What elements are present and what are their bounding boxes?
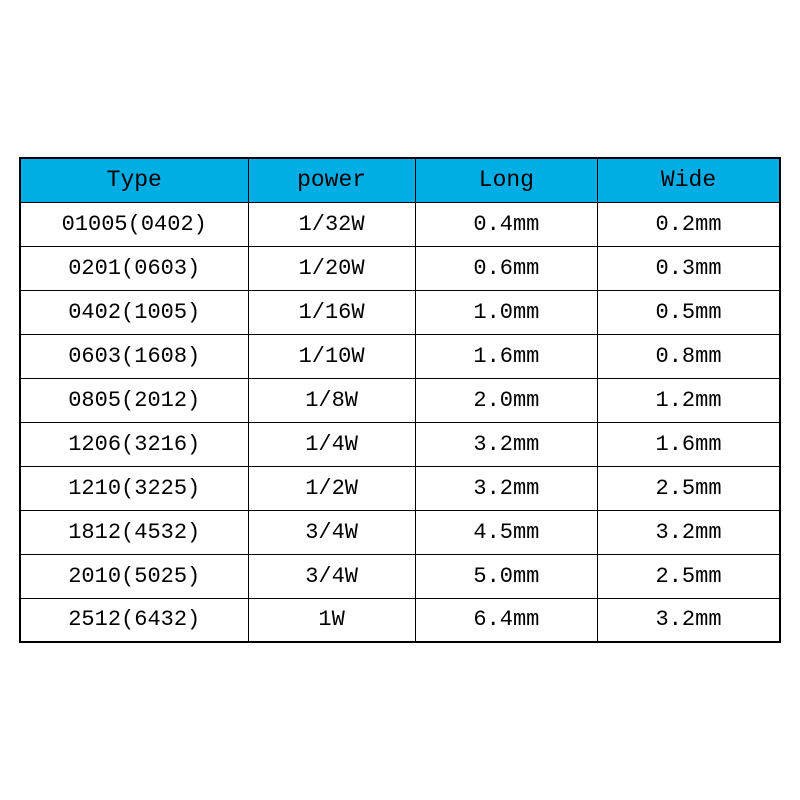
cell-wide: 2.5mm [598, 466, 780, 510]
cell-type: 0805(2012) [20, 378, 248, 422]
cell-wide: 0.8mm [598, 334, 780, 378]
cell-power: 1/20W [248, 246, 415, 290]
table-body: 01005(0402) 1/32W 0.4mm 0.2mm 0201(0603)… [20, 202, 780, 642]
cell-long: 6.4mm [415, 598, 597, 642]
cell-wide: 1.6mm [598, 422, 780, 466]
cell-long: 1.0mm [415, 290, 597, 334]
cell-type: 0201(0603) [20, 246, 248, 290]
table-row: 1210(3225) 1/2W 3.2mm 2.5mm [20, 466, 780, 510]
cell-long: 3.2mm [415, 422, 597, 466]
table-row: 01005(0402) 1/32W 0.4mm 0.2mm [20, 202, 780, 246]
table-row: 0603(1608) 1/10W 1.6mm 0.8mm [20, 334, 780, 378]
cell-long: 0.4mm [415, 202, 597, 246]
cell-power: 3/4W [248, 510, 415, 554]
data-table: Type power Long Wide 01005(0402) 1/32W 0… [19, 157, 781, 643]
cell-long: 3.2mm [415, 466, 597, 510]
cell-long: 0.6mm [415, 246, 597, 290]
cell-type: 1812(4532) [20, 510, 248, 554]
cell-type: 0402(1005) [20, 290, 248, 334]
cell-type: 1206(3216) [20, 422, 248, 466]
cell-type: 2512(6432) [20, 598, 248, 642]
column-header-wide: Wide [598, 158, 780, 202]
header-row: Type power Long Wide [20, 158, 780, 202]
cell-wide: 0.3mm [598, 246, 780, 290]
cell-long: 4.5mm [415, 510, 597, 554]
cell-power: 1/10W [248, 334, 415, 378]
cell-power: 1/16W [248, 290, 415, 334]
table-header: Type power Long Wide [20, 158, 780, 202]
column-header-type: Type [20, 158, 248, 202]
cell-wide: 0.5mm [598, 290, 780, 334]
column-header-power: power [248, 158, 415, 202]
cell-power: 1/4W [248, 422, 415, 466]
cell-long: 2.0mm [415, 378, 597, 422]
cell-power: 1/8W [248, 378, 415, 422]
cell-type: 2010(5025) [20, 554, 248, 598]
cell-long: 1.6mm [415, 334, 597, 378]
cell-wide: 3.2mm [598, 598, 780, 642]
cell-power: 1/32W [248, 202, 415, 246]
table-row: 0805(2012) 1/8W 2.0mm 1.2mm [20, 378, 780, 422]
column-header-long: Long [415, 158, 597, 202]
cell-long: 5.0mm [415, 554, 597, 598]
table-row: 0402(1005) 1/16W 1.0mm 0.5mm [20, 290, 780, 334]
cell-wide: 0.2mm [598, 202, 780, 246]
cell-type: 0603(1608) [20, 334, 248, 378]
smd-package-size-table: Type power Long Wide 01005(0402) 1/32W 0… [19, 157, 781, 643]
cell-type: 1210(3225) [20, 466, 248, 510]
table-row: 1812(4532) 3/4W 4.5mm 3.2mm [20, 510, 780, 554]
cell-power: 1W [248, 598, 415, 642]
table-row: 1206(3216) 1/4W 3.2mm 1.6mm [20, 422, 780, 466]
cell-wide: 2.5mm [598, 554, 780, 598]
table-row: 2010(5025) 3/4W 5.0mm 2.5mm [20, 554, 780, 598]
cell-wide: 1.2mm [598, 378, 780, 422]
table-row: 0201(0603) 1/20W 0.6mm 0.3mm [20, 246, 780, 290]
cell-power: 3/4W [248, 554, 415, 598]
cell-power: 1/2W [248, 466, 415, 510]
cell-type: 01005(0402) [20, 202, 248, 246]
cell-wide: 3.2mm [598, 510, 780, 554]
table-row: 2512(6432) 1W 6.4mm 3.2mm [20, 598, 780, 642]
